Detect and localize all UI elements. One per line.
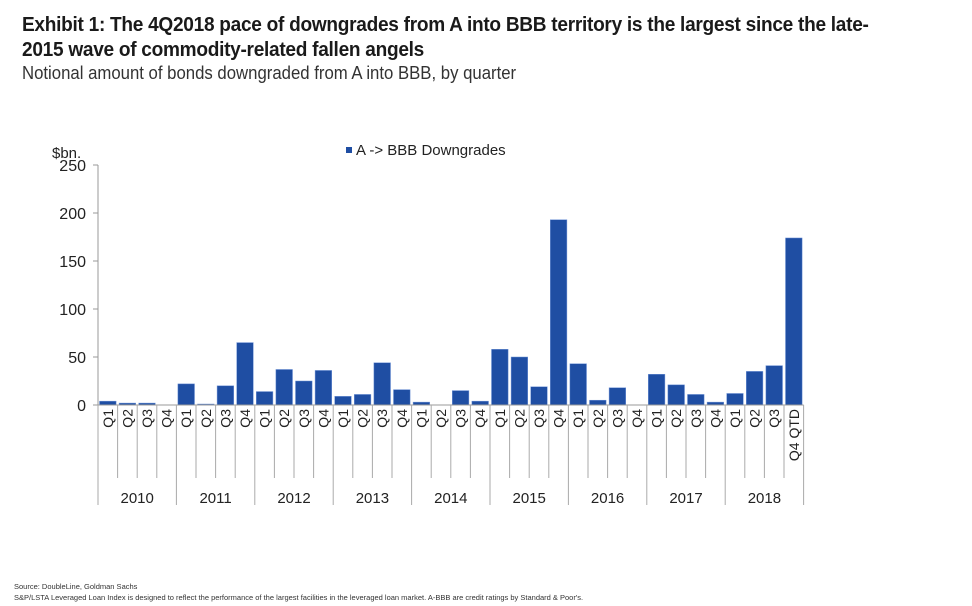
x-tick-label: Q2 — [355, 409, 371, 428]
year-label: 2012 — [277, 490, 310, 507]
year-label: 2010 — [121, 490, 154, 507]
bar — [354, 394, 372, 406]
bar — [785, 237, 803, 406]
x-tick-label: Q1 — [492, 409, 508, 428]
x-tick-label: Q1 — [257, 409, 273, 428]
bar — [765, 365, 783, 406]
y-tick-label: 0 — [77, 398, 86, 415]
y-axis: 0 50 100 150 200 250 — [59, 158, 99, 415]
legend-swatch — [346, 147, 352, 153]
x-tick-label: Q1 — [100, 409, 116, 428]
x-tick-label: Q1 — [335, 409, 351, 428]
bar — [393, 389, 411, 406]
bar — [510, 356, 528, 406]
x-tick-label: Q4 — [394, 409, 410, 428]
bar — [608, 387, 626, 406]
x-tick-label: Q1 — [727, 409, 743, 428]
bar — [295, 380, 313, 406]
bar — [589, 399, 607, 406]
year-label: 2013 — [356, 490, 389, 507]
bar — [648, 374, 666, 406]
year-label: 2011 — [199, 490, 231, 507]
x-tick-label: Q2 — [747, 409, 763, 428]
x-tick-label: Q2 — [433, 409, 449, 428]
bar — [177, 383, 195, 406]
x-tick-label: Q4 — [159, 409, 175, 428]
x-tick-label: Q2 — [668, 409, 684, 428]
x-tick-label: Q3 — [217, 409, 233, 428]
x-tick-label: Q3 — [531, 409, 547, 428]
bar — [373, 362, 391, 406]
x-tick-label: Q4 — [315, 409, 331, 428]
index-note: S&P/LSTA Leveraged Loan Index is designe… — [14, 593, 584, 602]
bar — [256, 391, 274, 406]
x-tick-label: Q4 QTD — [786, 409, 802, 461]
y-tick-label: 100 — [59, 302, 86, 319]
x-tick-label: Q1 — [178, 409, 194, 428]
bar — [314, 370, 332, 406]
y-tick-label: 200 — [59, 206, 86, 223]
y-tick-label: 150 — [59, 254, 86, 271]
source-note: Source: DoubleLine, Goldman Sachs — [14, 582, 138, 591]
y-tick-label: 50 — [68, 350, 86, 367]
bar — [99, 400, 117, 406]
bar — [236, 342, 254, 406]
bars — [99, 219, 803, 406]
legend-label: A -> BBB Downgrades — [356, 142, 506, 159]
y-tick-label: 250 — [59, 158, 86, 175]
x-tick-label: Q4 — [551, 409, 567, 428]
x-tick-label: Q1 — [570, 409, 586, 428]
x-axis: Q1 Q2 Q3 Q4 Q1 Q2 Q3 Q4 Q1 Q2 Q3 Q4 Q1 Q2 Q3 Q4 Q1 Q2 Q3 Q4… — [97, 404, 805, 507]
chart-subtitle: Notional amount of bonds downgraded from… — [22, 63, 517, 83]
chart-title: Exhibit 1: The 4Q2018 pace of downgrades… — [22, 13, 869, 61]
bar — [275, 369, 293, 406]
bar — [471, 400, 489, 406]
y-axis-label: $bn. — [52, 145, 81, 162]
year-label: 2015 — [513, 490, 546, 507]
x-tick-label: Q1 — [413, 409, 429, 428]
bar — [726, 393, 744, 406]
x-tick-label: Q3 — [139, 409, 155, 428]
bar — [746, 371, 764, 406]
year-label: 2017 — [669, 490, 702, 507]
x-tick-label: Q2 — [276, 409, 292, 428]
x-tick-label: Q2 — [511, 409, 527, 428]
x-tick-label: Q2 — [198, 409, 214, 428]
x-tick-label: Q2 — [590, 409, 606, 428]
x-tick-label: Q3 — [296, 409, 312, 428]
legend: A -> BBB Downgrades — [346, 142, 506, 159]
bar — [530, 386, 548, 406]
bar — [334, 396, 352, 406]
year-label: 2018 — [748, 490, 781, 507]
bar — [452, 390, 470, 406]
x-tick-label: Q4 — [629, 409, 645, 428]
x-tick-label: Q3 — [688, 409, 704, 428]
x-tick-label: Q3 — [766, 409, 782, 428]
x-tick-label: Q4 — [237, 409, 253, 428]
bar — [687, 394, 705, 406]
x-tick-label: Q1 — [649, 409, 665, 428]
bar — [569, 363, 587, 406]
x-tick-label: Q3 — [374, 409, 390, 428]
x-tick-label: Q2 — [119, 409, 135, 428]
bar — [667, 384, 685, 406]
bar — [550, 219, 568, 406]
x-tick-label: Q3 — [609, 409, 625, 428]
year-label: 2014 — [434, 490, 467, 507]
x-tick-label: Q3 — [453, 409, 469, 428]
bar — [491, 349, 509, 406]
x-tick-label: Q4 — [472, 409, 488, 428]
x-tick-label: Q4 — [707, 409, 723, 428]
year-label: 2016 — [591, 490, 624, 507]
bar — [216, 385, 234, 406]
